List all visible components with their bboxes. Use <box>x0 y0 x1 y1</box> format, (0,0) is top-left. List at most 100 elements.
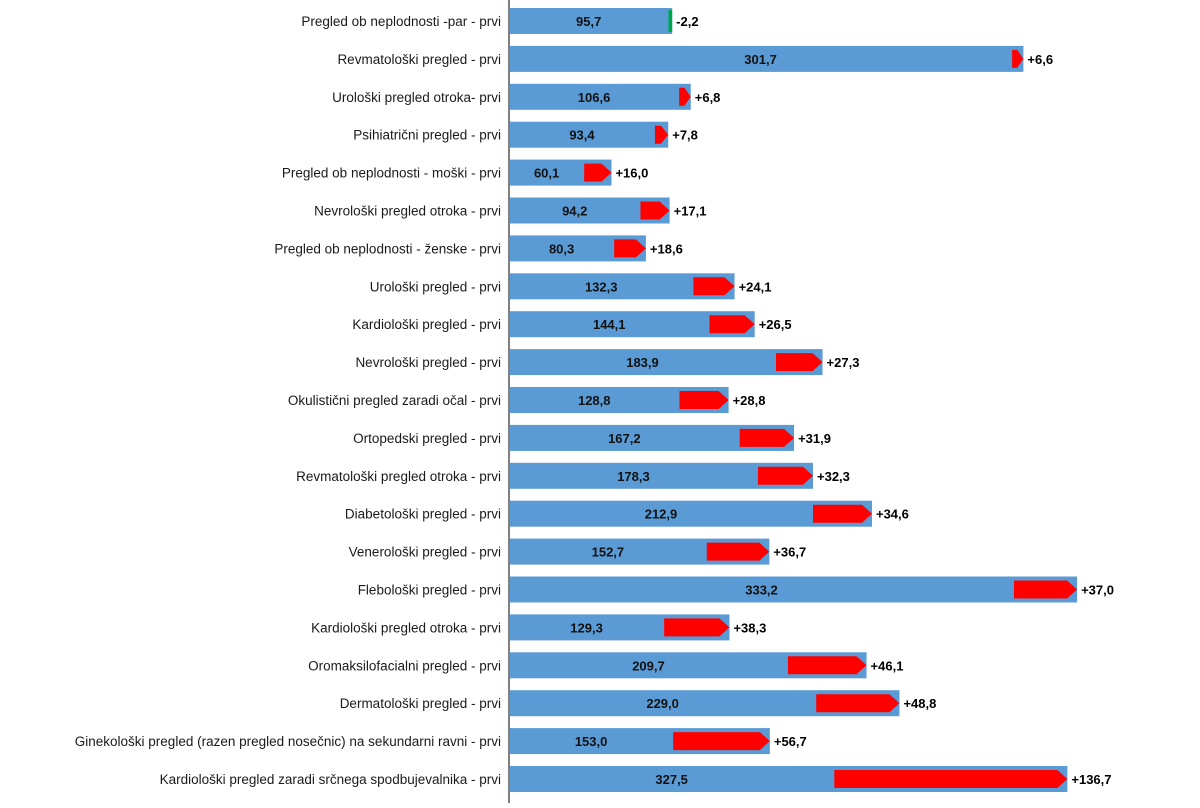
increase-arrow <box>584 163 612 182</box>
bar-row: Ginekološki pregled (razen pregled noseč… <box>75 728 807 755</box>
change-label: +56,7 <box>774 734 807 749</box>
value-bar <box>510 83 691 110</box>
change-label: +27,3 <box>827 355 860 370</box>
category-label: Kardiološki pregled zaradi srčnega spodb… <box>160 772 501 787</box>
bar-row: Pregled ob neplodnosti - ženske - prvi 80… <box>274 235 683 262</box>
bar-row: Urološki pregled - prvi 132,3 +24,1 <box>370 273 772 300</box>
increase-arrow <box>673 732 770 751</box>
change-label: +31,9 <box>798 431 831 446</box>
category-label: Dermatološki pregled - prvi <box>340 696 501 711</box>
bar-row: Okulistični pregled zaradi očal - prvi 12… <box>288 387 766 413</box>
category-label: Revmatološki pregled otroka - prvi <box>296 469 501 484</box>
bar-row: Diabetološki pregled - prvi 212,9 +34,6 <box>345 500 909 527</box>
increase-arrow <box>739 428 795 447</box>
category-label: Pregled ob neplodnosti - moški - prvi <box>282 166 501 181</box>
value-label: 132,3 <box>585 279 618 294</box>
category-label: Flebološki pregled - prvi <box>358 583 501 598</box>
category-label: Urološki pregled - prvi <box>370 279 501 294</box>
bar-row: Kardiološki pregled otroka - prvi 129,3 +3… <box>311 614 766 641</box>
increase-arrow <box>709 315 755 334</box>
value-label: 183,9 <box>626 355 659 370</box>
value-label: 60,1 <box>534 166 559 181</box>
change-label: +16,0 <box>615 166 648 181</box>
bar-row: Pregled ob neplodnosti -par - prvi 95,7 -2… <box>301 8 699 34</box>
change-label: +136,7 <box>1071 772 1111 787</box>
value-label: 209,7 <box>632 658 665 673</box>
category-label: Oromaksilofacialni pregled - prvi <box>308 658 501 673</box>
increase-arrow <box>706 542 770 561</box>
bar-row: Oromaksilofacialni pregled - prvi 209,7 +4… <box>308 652 904 679</box>
value-label: 229,0 <box>646 696 679 711</box>
value-label: 128,8 <box>578 393 611 408</box>
value-label: 106,6 <box>578 90 611 105</box>
bar-row: Nevrološki pregled - prvi 183,9 +27,3 <box>355 349 860 376</box>
bar-row: Revmatološki pregled - prvi 301,7 +6,6 <box>337 45 1053 72</box>
category-label: Nevrološki pregled otroka - prvi <box>314 204 501 219</box>
category-label: Venerološki pregled - prvi <box>349 545 501 560</box>
change-label: +24,1 <box>739 279 772 294</box>
change-label: -2,2 <box>676 14 698 29</box>
increase-arrow <box>757 466 814 485</box>
category-label: Pregled ob neplodnosti - ženske - prvi <box>274 241 501 256</box>
change-label: +34,6 <box>876 507 909 522</box>
change-label: +46,1 <box>871 658 904 673</box>
value-bar <box>510 121 669 148</box>
bar-row: Venerološki pregled - prvi 152,7 +36,7 <box>349 538 806 565</box>
change-label: +26,5 <box>759 317 792 332</box>
category-label: Urološki pregled otroka- prvi <box>332 90 501 105</box>
category-label: Nevrološki pregled - prvi <box>355 355 501 370</box>
value-label: 212,9 <box>645 507 678 522</box>
change-label: +17,1 <box>674 204 707 219</box>
value-bar <box>510 500 872 527</box>
value-label: 94,2 <box>562 204 587 219</box>
category-label: Ortopedski pregled - prvi <box>353 431 501 446</box>
decrease-marker <box>668 10 673 32</box>
change-label: +6,6 <box>1027 52 1053 67</box>
increase-arrow <box>816 694 900 713</box>
category-label: Ginekološki pregled (razen pregled noseč… <box>75 734 501 749</box>
value-bar <box>510 576 1078 603</box>
category-label: Kardiološki pregled otroka - prvi <box>311 620 501 635</box>
value-label: 80,3 <box>549 241 574 256</box>
value-bar <box>510 8 673 34</box>
increase-arrow <box>693 277 735 296</box>
value-label: 144,1 <box>593 317 626 332</box>
change-label: +28,8 <box>733 393 766 408</box>
bar-row: Dermatološki pregled - prvi 229,0 +48,8 <box>340 690 936 717</box>
increase-arrow <box>1014 580 1078 599</box>
bar-row: Revmatološki pregled otroka - prvi 178,3 +… <box>296 462 850 489</box>
increase-arrow <box>679 87 691 106</box>
change-label: +38,3 <box>733 620 766 635</box>
change-label: +48,8 <box>903 696 936 711</box>
change-label: +7,8 <box>672 128 698 143</box>
bar-row: Urološki pregled otroka- prvi 106,6 +6,8 <box>332 83 720 110</box>
bar-row: Psihiatrični pregled - prvi 93,4 +7,8 <box>353 121 698 148</box>
increase-arrow <box>664 618 730 637</box>
change-label: +37,0 <box>1081 583 1114 598</box>
increase-arrow <box>834 770 1068 788</box>
category-label: Psihiatrični pregled - prvi <box>353 128 501 143</box>
category-label: Okulistični pregled zaradi očal - prvi <box>288 393 501 408</box>
value-label: 333,2 <box>745 583 778 598</box>
value-label: 95,7 <box>576 14 601 29</box>
value-label: 129,3 <box>570 620 603 635</box>
value-bar <box>510 45 1024 72</box>
value-label: 93,4 <box>569 128 595 143</box>
increase-arrow <box>776 353 823 372</box>
change-label: +18,6 <box>650 241 683 256</box>
value-label: 153,0 <box>575 734 608 749</box>
bar-row: Kardiološki pregled zaradi srčnega spodb… <box>160 766 1112 792</box>
increase-arrow <box>813 504 872 523</box>
bar-row: Ortopedski pregled - prvi 167,2 +31,9 <box>353 424 831 451</box>
value-label: 152,7 <box>592 545 625 560</box>
increase-arrow <box>654 125 669 144</box>
value-label: 178,3 <box>617 469 650 484</box>
change-label: +32,3 <box>817 469 850 484</box>
category-label: Pregled ob neplodnosti -par - prvi <box>301 14 501 29</box>
value-label: 327,5 <box>655 772 688 787</box>
value-label: 167,2 <box>608 431 641 446</box>
increase-arrow <box>1012 49 1024 68</box>
value-bar <box>510 349 823 376</box>
